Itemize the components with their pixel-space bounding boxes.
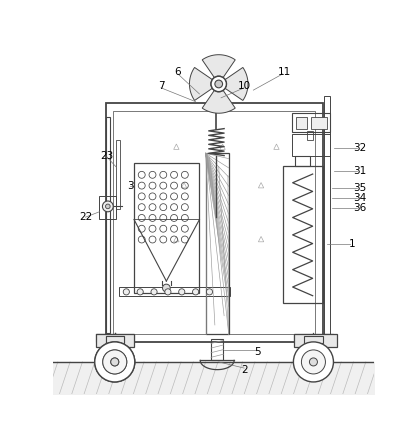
Circle shape [193, 289, 198, 295]
Bar [99, 196, 116, 219]
Bar [106, 336, 124, 343]
Bar [118, 287, 230, 296]
Bar [324, 96, 330, 334]
Text: 2: 2 [241, 365, 247, 375]
Circle shape [178, 289, 185, 295]
Text: 6: 6 [175, 67, 181, 78]
Bar [311, 117, 327, 128]
Polygon shape [189, 67, 214, 101]
Bar [106, 336, 124, 343]
Circle shape [137, 289, 143, 295]
Bar [296, 117, 307, 128]
Bar [106, 117, 110, 333]
Text: 7: 7 [158, 81, 164, 91]
Bar [106, 103, 323, 342]
Circle shape [211, 76, 226, 92]
Circle shape [95, 342, 135, 382]
Bar [95, 334, 134, 342]
Polygon shape [202, 89, 235, 113]
Bar [295, 155, 310, 167]
Bar [304, 336, 323, 343]
Circle shape [106, 204, 110, 209]
Bar [307, 131, 314, 140]
Circle shape [103, 350, 127, 374]
Circle shape [111, 358, 119, 366]
Text: 3: 3 [127, 181, 133, 191]
Text: 34: 34 [353, 193, 366, 203]
Bar [294, 334, 333, 342]
Polygon shape [223, 67, 248, 101]
Bar [292, 134, 330, 155]
Circle shape [163, 284, 170, 292]
Text: 32: 32 [353, 143, 366, 153]
Text: 22: 22 [79, 212, 92, 222]
Circle shape [165, 289, 171, 295]
Text: 31: 31 [353, 166, 366, 176]
Circle shape [294, 342, 334, 382]
Bar [283, 167, 323, 303]
Bar [206, 153, 229, 334]
Text: 5: 5 [254, 347, 261, 357]
Circle shape [215, 80, 223, 88]
Text: 35: 35 [353, 183, 366, 193]
Circle shape [95, 342, 135, 382]
Circle shape [103, 350, 127, 374]
Bar [292, 113, 330, 132]
Circle shape [123, 289, 129, 295]
Circle shape [211, 76, 226, 92]
Circle shape [151, 289, 157, 295]
Polygon shape [202, 55, 235, 79]
Circle shape [215, 80, 223, 88]
Text: 1: 1 [349, 239, 355, 249]
Text: 23: 23 [100, 151, 114, 160]
Circle shape [111, 358, 119, 366]
Circle shape [103, 201, 113, 212]
Bar [211, 339, 224, 361]
Text: 11: 11 [278, 67, 291, 78]
Bar [116, 140, 120, 210]
Circle shape [206, 289, 213, 295]
Bar [294, 334, 337, 346]
Bar [113, 111, 315, 334]
Circle shape [309, 358, 317, 366]
Text: 10: 10 [238, 81, 251, 91]
Text: 36: 36 [353, 203, 366, 213]
Circle shape [301, 350, 325, 374]
Bar [95, 334, 134, 346]
Bar [134, 163, 199, 293]
